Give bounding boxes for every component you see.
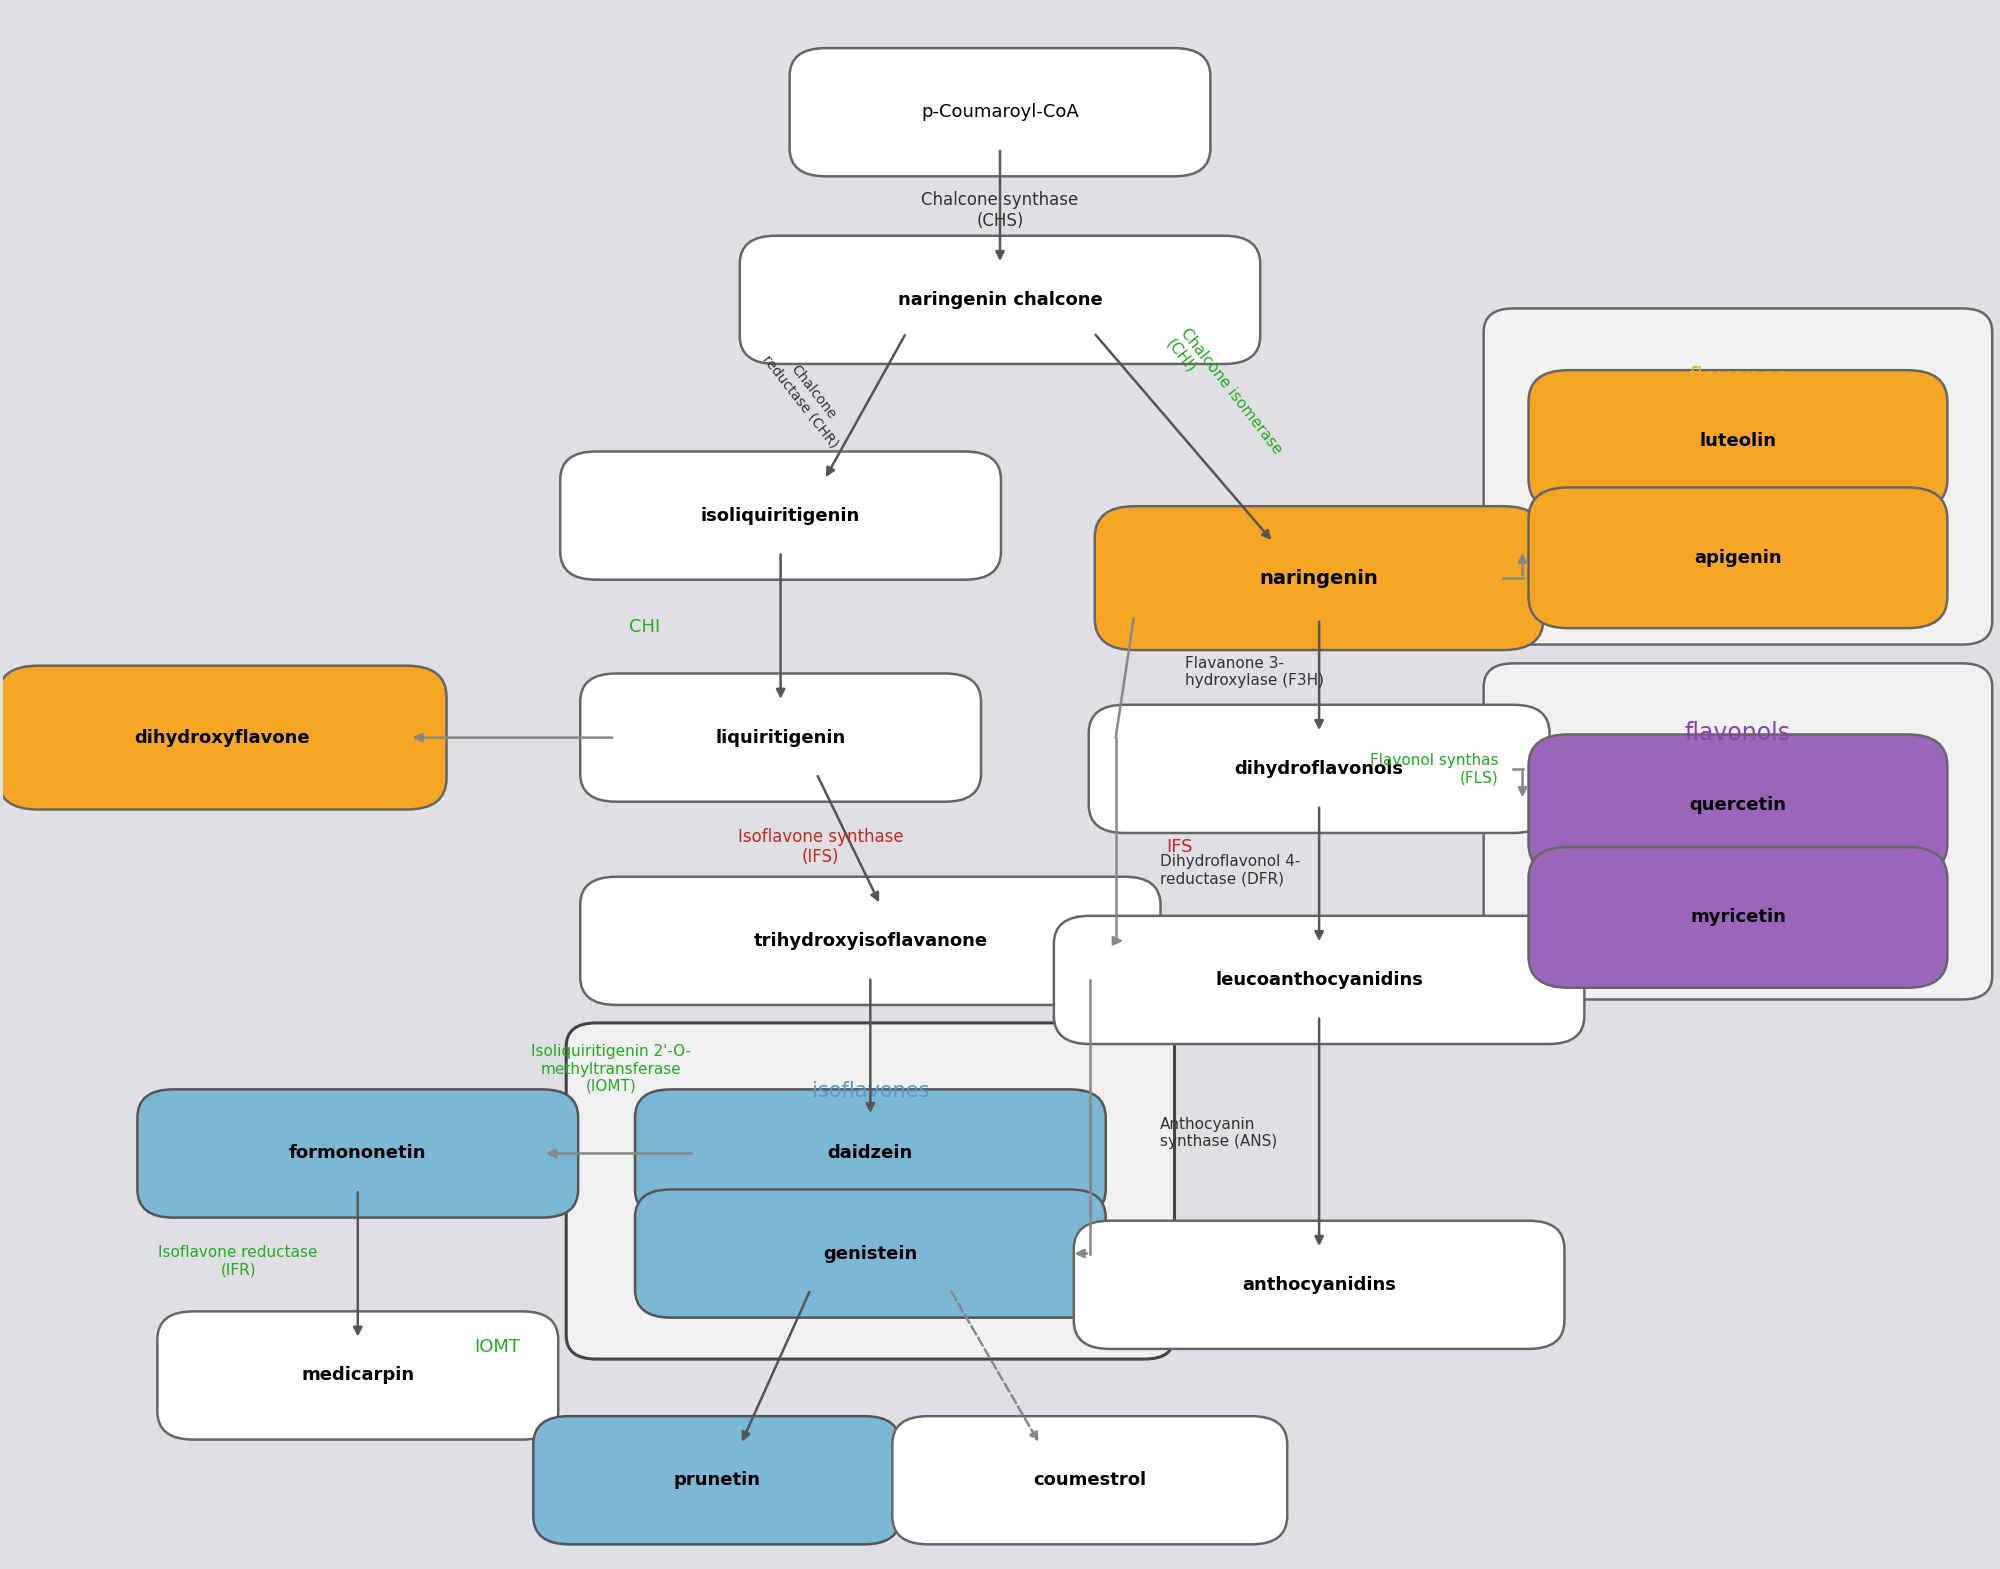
Text: dihydroflavonols: dihydroflavonols — [1234, 759, 1404, 778]
Text: Flavonol synthas
(FLS): Flavonol synthas (FLS) — [1370, 753, 1498, 784]
FancyBboxPatch shape — [892, 1417, 1288, 1544]
FancyBboxPatch shape — [560, 452, 1000, 579]
FancyBboxPatch shape — [0, 665, 446, 810]
Text: trihydroxyisoflavanone: trihydroxyisoflavanone — [754, 932, 988, 949]
FancyBboxPatch shape — [138, 1089, 578, 1218]
Text: IOMT: IOMT — [474, 1338, 520, 1356]
Text: daidzein: daidzein — [828, 1144, 912, 1163]
FancyBboxPatch shape — [636, 1089, 1106, 1218]
Text: genistein: genistein — [824, 1244, 918, 1263]
FancyBboxPatch shape — [1054, 916, 1584, 1043]
FancyBboxPatch shape — [1528, 847, 1948, 988]
Text: Chalcone
reductase (CHR): Chalcone reductase (CHR) — [760, 342, 854, 450]
FancyBboxPatch shape — [566, 1023, 1174, 1359]
Text: formononetin: formononetin — [290, 1144, 426, 1163]
Text: naringenin chalcone: naringenin chalcone — [898, 290, 1102, 309]
FancyBboxPatch shape — [790, 49, 1210, 176]
Text: naringenin: naringenin — [1260, 568, 1378, 588]
FancyBboxPatch shape — [1088, 704, 1550, 833]
FancyBboxPatch shape — [1074, 1221, 1564, 1349]
Text: anthocyanidins: anthocyanidins — [1242, 1276, 1396, 1294]
Text: medicarpin: medicarpin — [302, 1367, 414, 1384]
Text: apigenin: apigenin — [1694, 549, 1782, 566]
Text: p-Coumaroyl-CoA: p-Coumaroyl-CoA — [922, 104, 1078, 121]
Text: leucoanthocyanidins: leucoanthocyanidins — [1216, 971, 1424, 988]
FancyBboxPatch shape — [740, 235, 1260, 364]
Text: Dihydroflavonol 4-
reductase (DFR): Dihydroflavonol 4- reductase (DFR) — [1160, 854, 1300, 886]
FancyBboxPatch shape — [1528, 370, 1948, 511]
Text: quercetin: quercetin — [1690, 795, 1786, 814]
Text: Chalcone synthase
(CHS): Chalcone synthase (CHS) — [922, 191, 1078, 231]
Text: prunetin: prunetin — [674, 1472, 760, 1489]
Text: Isoliquiritigenin 2'-O-
methyltransferase
(IOMT): Isoliquiritigenin 2'-O- methyltransferas… — [532, 1043, 692, 1094]
Text: Chalcone isomerase
(CHI): Chalcone isomerase (CHI) — [1164, 326, 1284, 468]
Text: isoflavones: isoflavones — [812, 1081, 930, 1101]
FancyBboxPatch shape — [1484, 309, 1992, 645]
Text: CHI: CHI — [630, 618, 660, 635]
Text: Isoflavone synthase
(IFS): Isoflavone synthase (IFS) — [738, 827, 904, 866]
FancyBboxPatch shape — [1528, 488, 1948, 628]
Text: coumestrol: coumestrol — [1034, 1472, 1146, 1489]
Text: luteolin: luteolin — [1700, 431, 1776, 450]
Text: liquiritigenin: liquiritigenin — [716, 728, 846, 747]
FancyBboxPatch shape — [580, 877, 1160, 1006]
FancyBboxPatch shape — [534, 1417, 900, 1544]
FancyBboxPatch shape — [1484, 664, 1992, 999]
Text: Isoflavone reductase
(IFR): Isoflavone reductase (IFR) — [158, 1246, 318, 1277]
Text: Flavanone 3-
hydroxylase (F3H): Flavanone 3- hydroxylase (F3H) — [1186, 656, 1324, 689]
Text: flavonols: flavonols — [1684, 722, 1792, 745]
FancyBboxPatch shape — [636, 1189, 1106, 1318]
FancyBboxPatch shape — [158, 1312, 558, 1440]
FancyBboxPatch shape — [580, 673, 982, 802]
Text: dihydroxyflavone: dihydroxyflavone — [134, 728, 310, 747]
FancyBboxPatch shape — [1528, 734, 1948, 876]
Text: isoliquiritigenin: isoliquiritigenin — [700, 507, 860, 524]
Text: myricetin: myricetin — [1690, 908, 1786, 926]
Text: Anthocyanin
synthase (ANS): Anthocyanin synthase (ANS) — [1160, 1117, 1276, 1150]
FancyBboxPatch shape — [1094, 507, 1544, 650]
Text: IFS: IFS — [1166, 838, 1192, 857]
Text: flavones: flavones — [1688, 366, 1788, 391]
